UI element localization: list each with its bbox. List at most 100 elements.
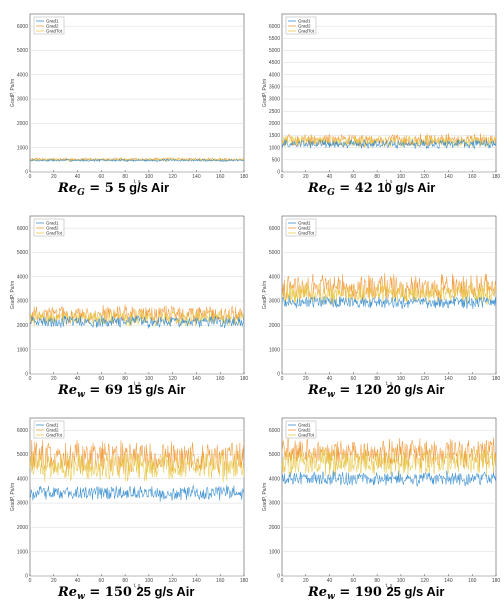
x-tick-label: 40 xyxy=(327,376,333,382)
chart-caption: Rew = 120 20 g/s Air xyxy=(308,382,444,400)
x-tick-label: 140 xyxy=(192,578,201,584)
legend-entry: Grad2 xyxy=(298,428,311,433)
x-tick-label: 100 xyxy=(145,174,154,180)
x-tick-label: 140 xyxy=(192,376,201,382)
x-tick-label: 140 xyxy=(444,174,453,180)
caption-subscript: G xyxy=(327,188,335,198)
chart-svg: 0 1000 2000 3000 4000 5000 6000 0 20 40 60 80 100 120… xyxy=(10,13,248,185)
x-tick-label: 160 xyxy=(468,174,477,180)
y-tick-label: 6000 xyxy=(269,226,280,232)
x-tick-label: 160 xyxy=(468,376,477,382)
y-tick-label: 1000 xyxy=(17,347,28,353)
legend-entry: GradTot xyxy=(298,231,315,236)
y-tick-label: 1000 xyxy=(269,145,280,151)
x-tick-label: 80 xyxy=(122,376,128,382)
chart-caption: Rew = 150 25 g/s Air xyxy=(58,584,194,602)
caption-flow-rate: 25 g/s Air xyxy=(386,584,445,599)
y-tick-label: 4000 xyxy=(269,476,280,482)
y-tick-label: 0 xyxy=(277,574,280,580)
y-tick-label: 4000 xyxy=(17,476,28,482)
y-tick-label: 500 xyxy=(272,157,281,163)
x-tick-label: 80 xyxy=(122,174,128,180)
chart-svg: 0 1000 2000 3000 4000 5000 6000 0 20 40 60 80 100 120… xyxy=(10,417,248,589)
plot-area xyxy=(29,13,245,173)
plot-area xyxy=(281,215,497,375)
caption-subscript: w xyxy=(327,390,335,400)
caption-symbol: Re xyxy=(58,181,78,196)
x-tick-label: 140 xyxy=(444,376,453,382)
x-tick-label: 120 xyxy=(168,578,177,584)
legend-entry: Grad1 xyxy=(298,221,311,226)
legend-entry: Grad1 xyxy=(298,19,311,24)
y-tick-label: 4000 xyxy=(269,72,280,78)
x-axis-label: t, s xyxy=(386,381,393,387)
x-tick-label: 120 xyxy=(420,376,429,382)
x-tick-label: 60 xyxy=(99,174,105,180)
caption-subscript: G xyxy=(77,188,85,198)
x-tick-label: 0 xyxy=(29,578,32,584)
x-tick-label: 40 xyxy=(327,174,333,180)
y-tick-label: 1000 xyxy=(269,549,280,555)
x-axis-label: t, s xyxy=(134,179,141,185)
caption-subscript: w xyxy=(327,592,335,602)
y-tick-label: 6000 xyxy=(269,24,280,30)
y-tick-label: 4000 xyxy=(269,274,280,280)
legend-entry: Grad2 xyxy=(46,226,59,231)
y-tick-label: 5000 xyxy=(269,48,280,54)
plot-area xyxy=(281,13,497,173)
x-tick-label: 180 xyxy=(492,174,501,180)
y-tick-label: 0 xyxy=(277,372,280,378)
x-tick-label: 120 xyxy=(168,376,177,382)
x-tick-label: 160 xyxy=(216,578,225,584)
y-tick-label: 0 xyxy=(25,372,28,378)
y-tick-label: 6000 xyxy=(269,428,280,434)
x-tick-label: 40 xyxy=(75,376,81,382)
series-line-grad1 xyxy=(281,470,497,487)
chart-svg: 0 1000 2000 3000 4000 5000 6000 0 20 40 60 80 100 120… xyxy=(10,215,248,387)
x-tick-label: 120 xyxy=(168,174,177,180)
y-tick-label: 0 xyxy=(25,170,28,176)
y-tick-label: 3500 xyxy=(269,85,280,91)
x-tick-label: 0 xyxy=(29,174,32,180)
legend-entry: Grad2 xyxy=(298,226,311,231)
chart-panel-3: 0 1000 2000 3000 4000 5000 6000 0 20 40 60 80 100 120… xyxy=(0,202,252,402)
x-tick-label: 120 xyxy=(420,578,429,584)
caption-symbol: Re xyxy=(308,585,328,600)
chart-panel-4: 0 1000 2000 3000 4000 5000 6000 0 20 40 60 80 100 120… xyxy=(252,202,504,402)
caption-symbol: Re xyxy=(58,585,78,600)
y-tick-label: 2000 xyxy=(269,121,280,127)
x-tick-label: 20 xyxy=(51,174,57,180)
caption-flow-rate: 10 g/s Air xyxy=(377,180,436,195)
x-tick-label: 60 xyxy=(99,578,105,584)
chart-panel-6: 0 1000 2000 3000 4000 5000 6000 0 20 40 60 80 100 120… xyxy=(252,404,504,610)
caption-symbol: Re xyxy=(58,383,78,398)
legend-entry: Grad2 xyxy=(46,24,59,29)
y-tick-label: 2500 xyxy=(269,109,280,115)
x-tick-label: 0 xyxy=(281,174,284,180)
y-tick-label: 3000 xyxy=(269,299,280,305)
y-axis-label: GradP, Pa/m xyxy=(262,79,268,107)
legend-entry: GradTot xyxy=(298,29,315,34)
legend-entry: GradTot xyxy=(298,433,315,438)
legend-entry: GradTot xyxy=(46,29,63,34)
legend-entry: Grad1 xyxy=(46,221,59,226)
y-tick-label: 3000 xyxy=(269,97,280,103)
legend-entry: Grad2 xyxy=(298,24,311,29)
chart-panel-5: 0 1000 2000 3000 4000 5000 6000 0 20 40 60 80 100 120… xyxy=(0,404,252,610)
chart-svg: 0 1000 2000 3000 4000 5000 6000 0 20 40 60 80 100 120… xyxy=(262,417,500,589)
x-tick-label: 80 xyxy=(374,578,380,584)
legend-entry: Grad1 xyxy=(46,423,59,428)
y-tick-label: 3000 xyxy=(17,97,28,103)
legend-entry: Grad2 xyxy=(46,428,59,433)
x-tick-label: 60 xyxy=(351,376,357,382)
legend-entry: Grad1 xyxy=(46,19,59,24)
y-tick-label: 2000 xyxy=(269,323,280,329)
y-tick-label: 4500 xyxy=(269,60,280,66)
caption-flow-rate: 15 g/s Air xyxy=(127,382,186,397)
x-tick-label: 100 xyxy=(397,578,406,584)
chart-caption: ReG = 5 5 g/s Air xyxy=(58,180,169,198)
caption-flow-rate: 25 g/s Air xyxy=(136,584,195,599)
x-tick-label: 20 xyxy=(51,578,57,584)
y-axis-label: GradP, Pa/m xyxy=(262,483,268,511)
x-tick-label: 120 xyxy=(420,174,429,180)
